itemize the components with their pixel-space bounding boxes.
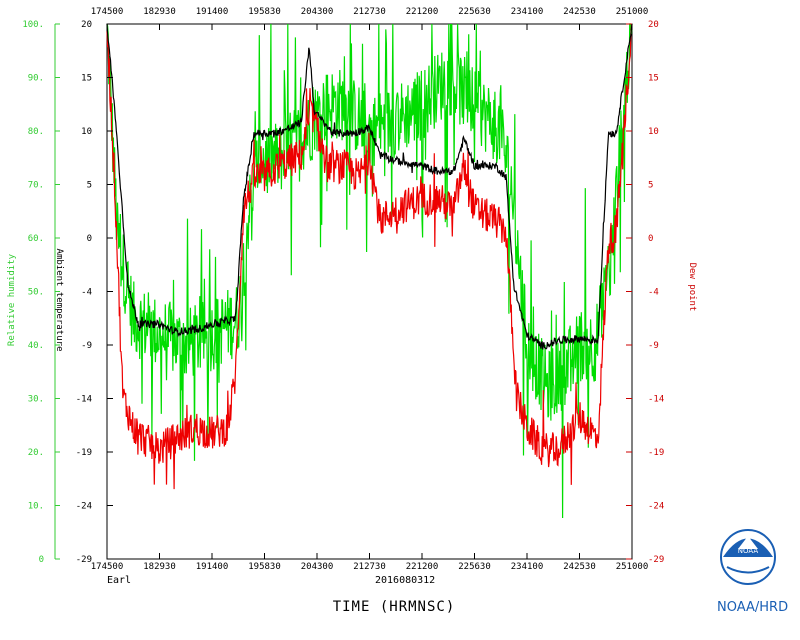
x-tick-label-top: 204300 [301,7,334,17]
rh-tick-label: 70. [28,181,44,191]
temperature-axis-title: Ambient temperature [54,249,64,352]
t-tick-label: 20 [81,20,92,30]
x-tick-label-top: 195830 [248,7,281,17]
storm-name: Earl [107,575,131,586]
td-tick-label: -29 [648,555,664,565]
org-label: NOAA/HRD [717,600,788,615]
x-tick-label-top: 251000 [616,7,649,17]
td-tick-label: -24 [648,502,664,512]
rh-tick-label: 60. [28,234,44,244]
x-tick-label: 191400 [196,562,229,572]
td-tick-label: 20 [648,20,659,30]
t-tick-label: 15 [81,74,92,84]
x-tick-label-top: 225630 [458,7,491,17]
td-tick-label: 15 [648,74,659,84]
t-tick-label: 0 [87,234,92,244]
x-tick-label-top: 221200 [406,7,439,17]
x-tick-label-top: 174500 [91,7,124,17]
td-tick-label: -19 [648,448,664,458]
t-tick-label: 5 [87,181,92,191]
temperature-axis: -29 -24 -19 -14 -9 -4 0 5 10 15 20 [76,20,113,565]
t-tick-label: 10 [81,127,92,137]
x-tick-label: 225630 [458,562,491,572]
x-tick-label: 251000 [616,562,649,572]
dew-point-axis: -29 -24 -19 -14 -9 -4 0 5 10 15 20 [626,20,664,565]
t-tick-label: -9 [81,341,92,351]
td-tick-label: -4 [648,288,659,298]
rh-axis: 0 10. 20. 30. 40. 50. 60. 70. 80. 90. 100. [22,20,60,565]
td-tick-label: -9 [648,341,659,351]
rh-tick-label: 0 [39,555,44,565]
t-tick-label: -19 [76,448,92,458]
rh-tick-label: 40. [28,341,44,351]
x-tick-label: 195830 [248,562,281,572]
rh-tick-label: 30. [28,395,44,405]
plot-frame [106,23,633,560]
series-ambient-temperature [106,23,633,350]
x-tick-label-top: 182930 [143,7,176,17]
x-axis-title: TIME (HRMNSC) [333,599,456,615]
plot-area [106,23,633,519]
rh-tick-label: 10. [28,502,44,512]
x-axis-top: 174500 182930 191400 195830 204300 212730 2212… [91,7,649,30]
td-tick-label: 5 [648,181,653,191]
rh-tick-label: 100. [22,20,44,30]
x-tick-label-top: 212730 [353,7,386,17]
svg-text:NOAA: NOAA [738,547,759,555]
x-tick-label-top: 191400 [196,7,229,17]
x-tick-label: 242530 [563,562,596,572]
x-tick-label: 174500 [91,562,124,572]
series-dew-point [106,23,633,490]
noaa-logo-icon: NOAA [720,529,776,585]
dew-point-axis-title: Dew point [687,263,697,312]
rh-tick-label: 90. [28,74,44,84]
td-tick-label: 0 [648,234,653,244]
t-tick-label: -4 [81,288,92,298]
x-tick-label: 212730 [353,562,386,572]
rh-tick-label: 50. [28,288,44,298]
x-tick-label: 204300 [301,562,334,572]
x-tick-label: 234100 [511,562,544,572]
t-tick-label: -14 [76,395,92,405]
rh-tick-label: 80. [28,127,44,137]
td-tick-label: -14 [648,395,664,405]
series-relative-humidity [106,23,633,519]
t-tick-label: -29 [76,555,92,565]
x-axis-bottom: 174500 182930 191400 195830 204300 212730 2212… [91,553,649,572]
date-label: 2016080312 [375,575,435,586]
x-tick-label-top: 242530 [563,7,596,17]
td-tick-label: 10 [648,127,659,137]
x-tick-label: 221200 [406,562,439,572]
x-tick-label-top: 234100 [511,7,544,17]
t-tick-label: -24 [76,502,92,512]
rh-tick-label: 20. [28,448,44,458]
x-tick-label: 182930 [143,562,176,572]
rh-axis-title: Relative humidity [7,253,17,346]
